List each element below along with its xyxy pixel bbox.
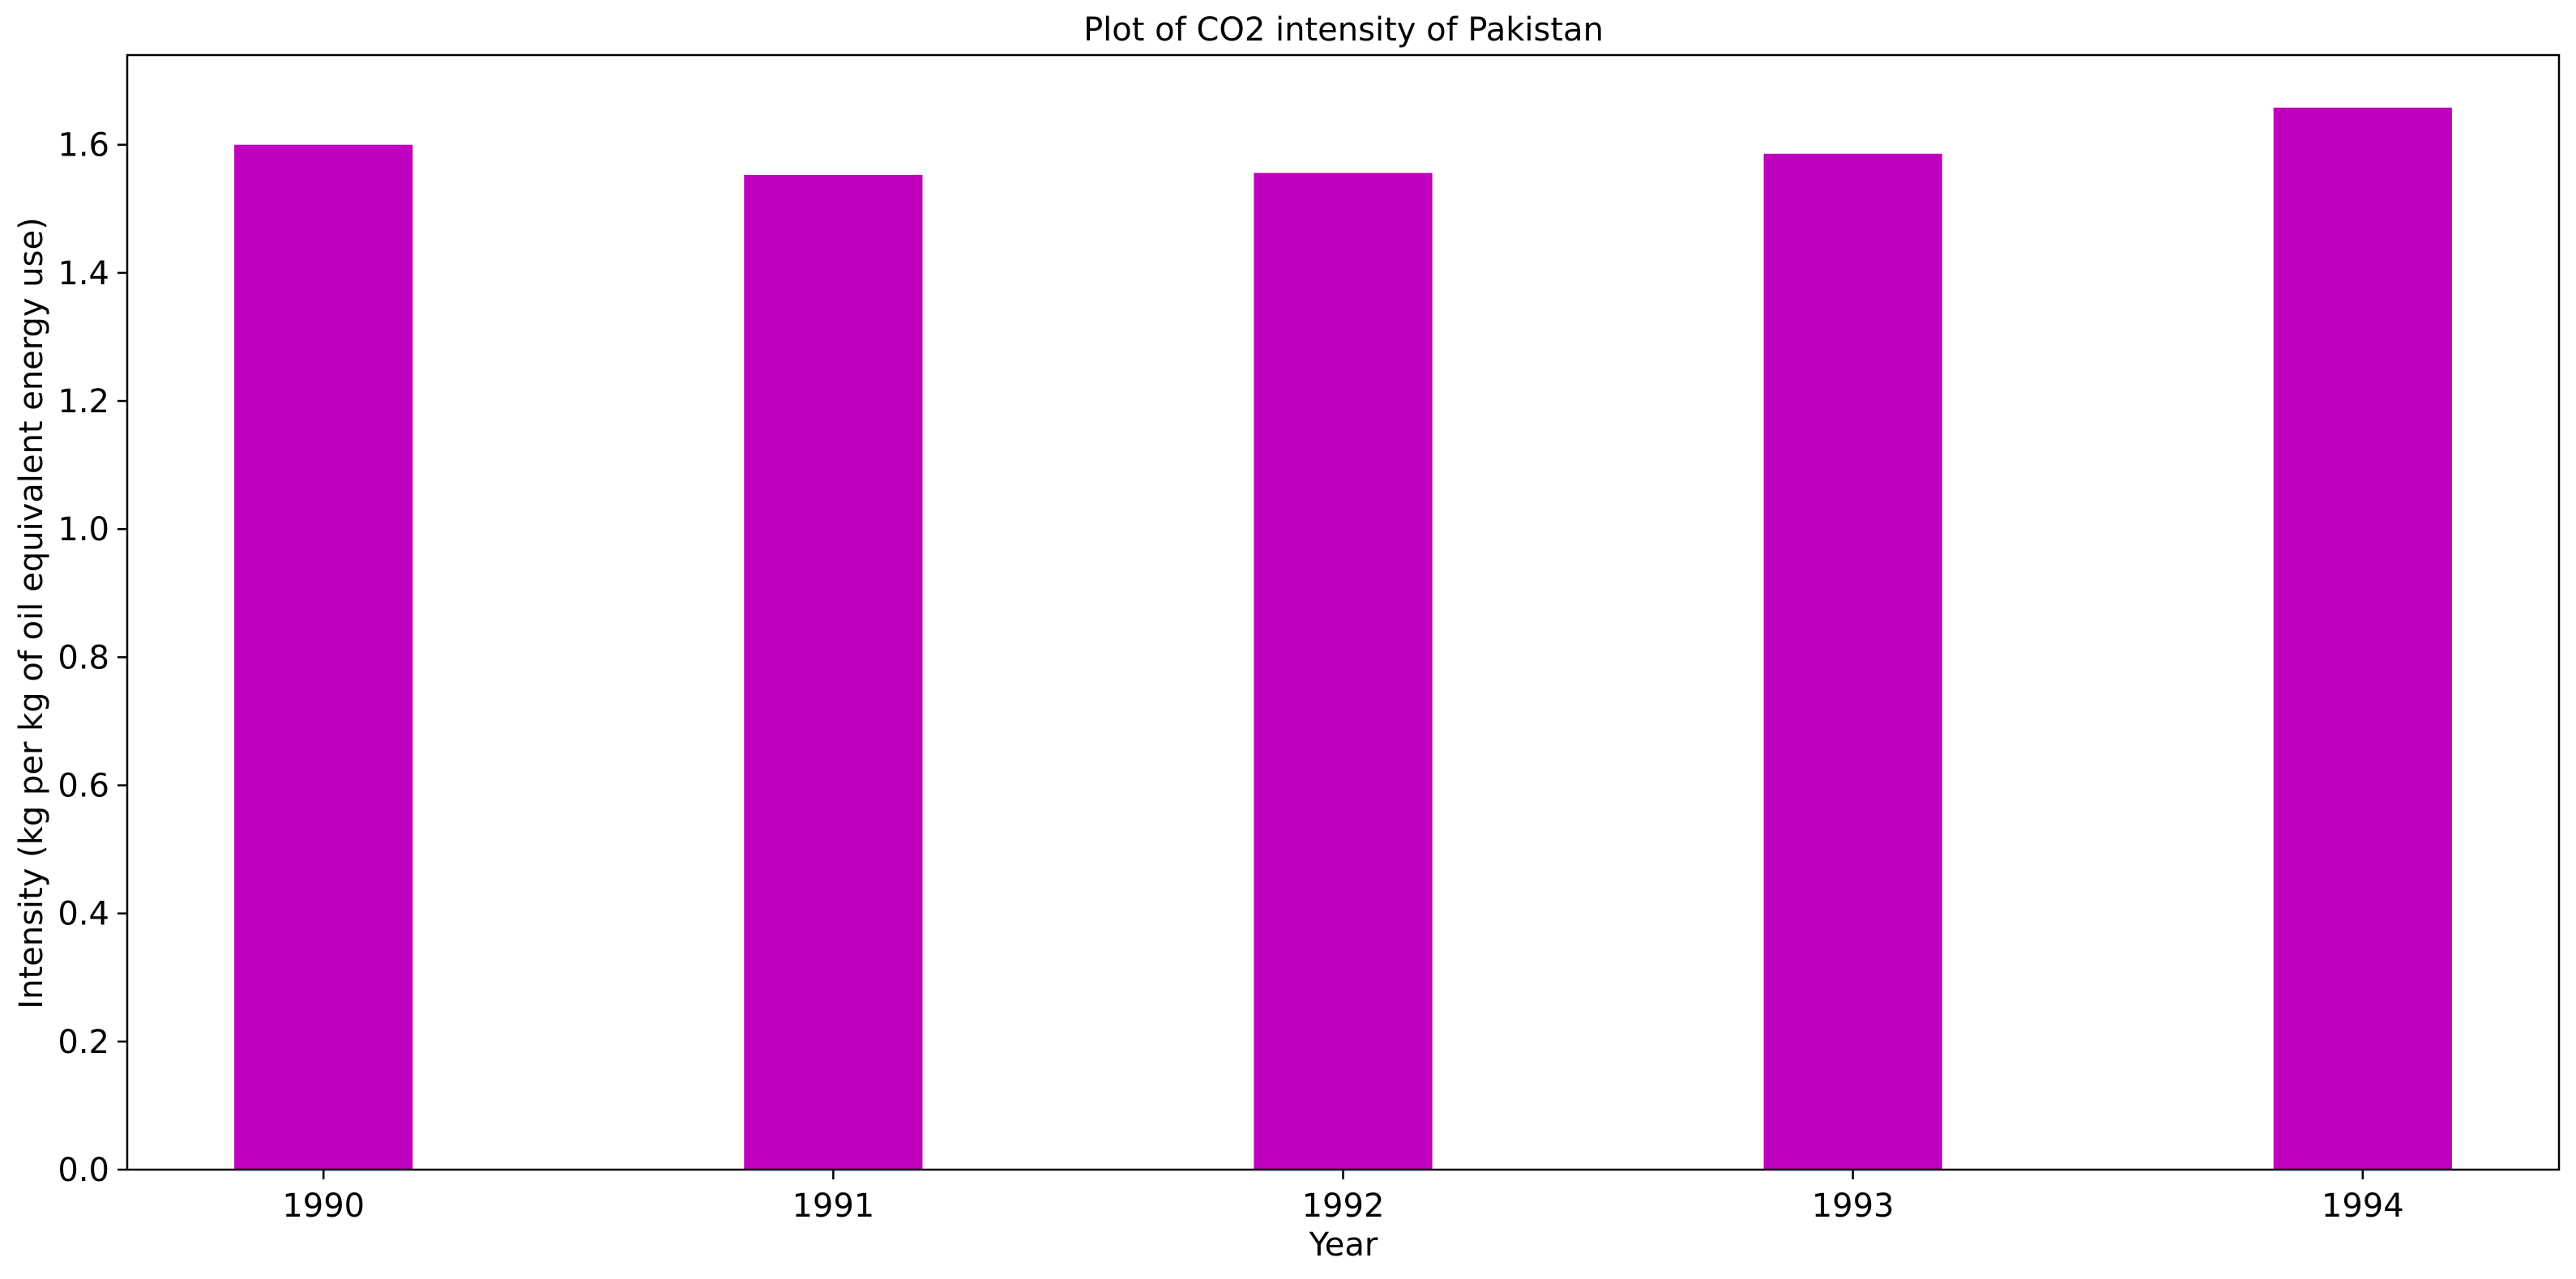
x-tick-label: 1993 [1812,1187,1895,1225]
bar-1992 [1254,173,1433,1170]
x-tick-label: 1994 [2322,1187,2404,1225]
y-axis-ticks: 0.0 0.2 0.4 0.6 0.8 1.0 1.2 1.4 1.6 [58,127,127,1189]
bar-1994 [2273,107,2452,1170]
y-tick-label: 1.4 [58,255,109,292]
y-tick-label: 1.2 [58,383,109,420]
x-axis-label: Year [1309,1226,1378,1264]
x-axis-ticks: 1990 1991 1992 1993 1994 [282,1170,2404,1225]
y-tick-label: 0.8 [58,639,109,676]
bar-1991 [744,174,923,1170]
bar-1993 [1763,153,1942,1170]
y-tick-label: 1.0 [58,511,109,548]
plot-area-frame [126,53,2561,1171]
y-axis-label: Intensity (kg per kg of oil equivalent e… [13,217,50,1008]
y-tick-label: 1.6 [58,127,109,164]
x-tick-label: 1990 [282,1187,365,1225]
y-tick-label: 0.0 [58,1152,109,1189]
bars-group [234,107,2452,1170]
y-tick-label: 0.4 [58,896,109,933]
bar-1990 [234,144,413,1170]
chart-title: Plot of CO2 intensity of Pakistan [1083,11,1604,49]
y-tick-label: 0.2 [58,1024,109,1061]
y-tick-label: 0.6 [58,768,109,805]
x-tick-label: 1991 [792,1187,874,1225]
x-tick-label: 1992 [1302,1187,1385,1225]
